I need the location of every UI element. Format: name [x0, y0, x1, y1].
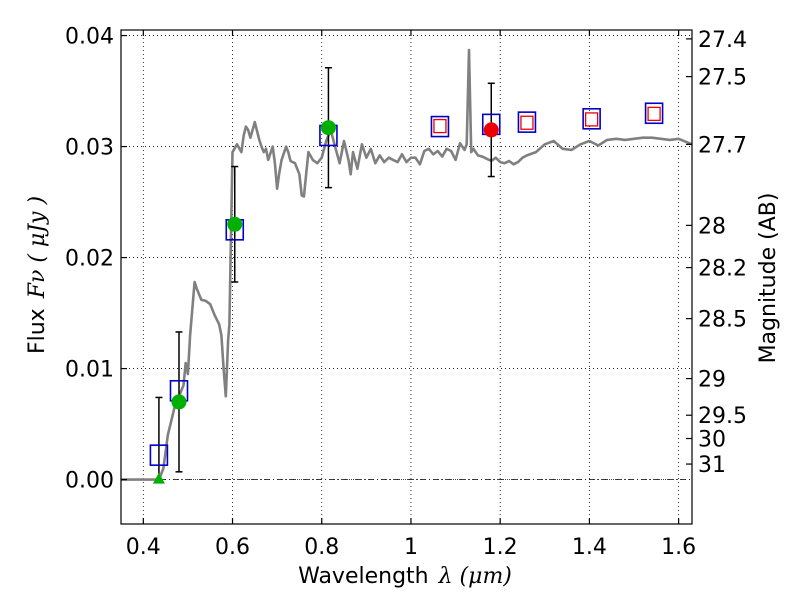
right-tick-label: 28.5: [698, 308, 747, 333]
y-tick-label: 0.00: [65, 469, 114, 494]
open-small-square-marker: [520, 115, 534, 130]
right-tick-label: 31: [698, 453, 726, 478]
model-square-marker: [430, 115, 450, 138]
y-tick-label: 0.01: [65, 358, 114, 383]
x-tick-label: 1.2: [483, 535, 518, 560]
x-axis-label: Wavelength λ (μm): [298, 564, 512, 589]
x-tick-label: 1.6: [661, 535, 696, 560]
model-square-marker: [517, 111, 537, 133]
photometry-points-layer: [149, 66, 664, 484]
axes: 0.4 0.6 0.8 1 1.2 1.4 1.6 0.00 0.01 0.02 0.03 0.04 2…: [65, 25, 747, 560]
plot-frame: [120, 29, 693, 525]
model-square-marker: [149, 444, 169, 466]
open-small-square-marker: [433, 118, 447, 134]
x-tick-label: 0.4: [126, 535, 161, 560]
open-small-square-marker: [584, 112, 599, 127]
right-axis-label: Magnitude (AB): [756, 193, 781, 364]
right-tick-label: 28.2: [698, 257, 747, 282]
right-tick-label: 29: [698, 368, 726, 393]
y-tick-label: 0.03: [65, 136, 114, 161]
upper-limit-triangle: [152, 472, 165, 484]
open-small-square-marker: [647, 106, 661, 122]
right-tick-label: 28: [698, 214, 726, 239]
y-tick-label: 0.04: [65, 25, 114, 50]
model-square-marker: [644, 102, 664, 125]
y-tick-label: 0.02: [65, 247, 114, 272]
observed-circle-marker: [227, 216, 243, 232]
x-tick-label: 0.8: [304, 535, 339, 560]
right-tick-label: 27.5: [698, 66, 747, 91]
observed-circle-marker: [483, 122, 499, 138]
right-tick-label: 29.5: [698, 404, 747, 429]
model-square-marker: [582, 108, 601, 130]
y-axis-label: FluxFν ( μJy ): [25, 196, 50, 354]
x-tick-label: 1.4: [572, 535, 607, 560]
grid: [121, 30, 692, 524]
x-tick-label: 0.6: [215, 535, 250, 560]
observed-circle-marker: [320, 120, 336, 136]
right-tick-label: 30: [698, 428, 726, 453]
sed-spectrum-layer: [121, 48, 693, 481]
sed-line: [121, 48, 693, 481]
x-tick-label: 1: [404, 535, 418, 560]
right-tick-label: 27.4: [698, 28, 747, 53]
right-tick-label: 27.7: [698, 133, 747, 158]
observed-circle-marker: [171, 394, 187, 410]
